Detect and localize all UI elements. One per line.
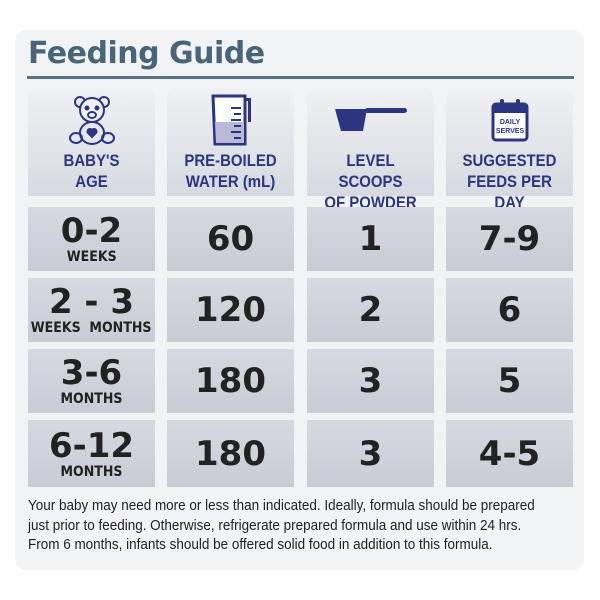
water-value: 180 bbox=[195, 361, 266, 401]
age-cell: 6-12 MONTHS bbox=[28, 420, 155, 487]
column-header: PRE-BOILED WATER (mL) bbox=[167, 88, 294, 196]
teddy-bear-icon bbox=[28, 94, 155, 146]
age-value: 2 - 3 bbox=[48, 282, 135, 322]
scoops-value: 3 bbox=[358, 361, 383, 401]
water-cell: 60 bbox=[167, 207, 294, 271]
water-value: 60 bbox=[206, 219, 255, 259]
column-label: LEVEL SCOOPS OF POWDER bbox=[315, 150, 427, 213]
age-unit: MONTHS bbox=[60, 391, 123, 407]
water-cell: 120 bbox=[167, 278, 294, 342]
label-line: BABY'S bbox=[63, 151, 120, 170]
feeds-value: 6 bbox=[497, 290, 522, 330]
footer-line: From 6 months, infants should be offered… bbox=[28, 537, 493, 553]
age-value: 0-2 bbox=[60, 211, 123, 251]
water-value: 120 bbox=[195, 290, 266, 330]
label-line: WATER (mL) bbox=[185, 172, 276, 191]
water-cell: 180 bbox=[167, 349, 294, 413]
calendar-icon: DAILY SERVES bbox=[446, 94, 573, 146]
feeds-value: 7-9 bbox=[478, 219, 541, 259]
page-title: Feeding Guide bbox=[28, 36, 265, 71]
scoop-icon bbox=[307, 94, 434, 146]
column-label: BABY'S AGE bbox=[36, 150, 148, 192]
divider bbox=[27, 76, 574, 79]
feeds-value: 4-5 bbox=[478, 433, 541, 474]
age-unit: WEEKS bbox=[66, 249, 117, 265]
water-cell: 180 bbox=[167, 420, 294, 487]
column-label: SUGGESTED FEEDS PER DAY bbox=[454, 150, 566, 213]
age-unit: MONTHS bbox=[60, 463, 123, 480]
column-header: BABY'S AGE bbox=[28, 88, 155, 196]
age-value: 6-12 bbox=[48, 425, 135, 466]
scoops-cell: 2 bbox=[307, 278, 434, 342]
label-line: SUGGESTED bbox=[462, 151, 557, 170]
feeds-cell: 5 bbox=[446, 349, 573, 413]
column-header: LEVEL SCOOPS OF POWDER bbox=[307, 88, 434, 212]
label-line: LEVEL SCOOPS bbox=[338, 151, 403, 191]
feeds-cell: 4-5 bbox=[446, 420, 573, 487]
footer-line: Your baby may need more or less than ind… bbox=[28, 498, 535, 514]
column-header: DAILY SERVES SUGGESTED FEEDS PER DAY bbox=[446, 88, 573, 212]
feeds-cell: 6 bbox=[446, 278, 573, 342]
water-value: 180 bbox=[195, 433, 266, 474]
svg-text:SERVES: SERVES bbox=[495, 128, 524, 135]
measuring-jug-icon bbox=[167, 94, 294, 146]
footer-note: Your baby may need more or less than ind… bbox=[28, 497, 549, 556]
age-cell: 3-6 MONTHS bbox=[28, 349, 155, 413]
scoops-value: 1 bbox=[358, 219, 383, 259]
scoops-value: 3 bbox=[358, 433, 383, 474]
scoops-cell: 1 bbox=[307, 207, 434, 271]
footer-line: just prior to feeding. Otherwise, refrig… bbox=[28, 517, 522, 534]
age-unit: WEEKS MONTHS bbox=[31, 320, 152, 336]
age-cell: 2 - 3 WEEKS MONTHS bbox=[28, 278, 155, 342]
svg-text:DAILY: DAILY bbox=[499, 119, 520, 126]
feeds-value: 5 bbox=[497, 361, 522, 401]
age-cell: 0-2 WEEKS bbox=[28, 207, 155, 271]
scoops-cell: 3 bbox=[307, 420, 434, 487]
feeds-cell: 7-9 bbox=[446, 207, 573, 271]
age-value: 3-6 bbox=[60, 353, 123, 393]
column-label: PRE-BOILED WATER (mL) bbox=[175, 150, 287, 192]
label-line: PRE-BOILED bbox=[184, 151, 277, 170]
scoops-value: 2 bbox=[358, 290, 383, 330]
scoops-cell: 3 bbox=[307, 349, 434, 413]
label-line: AGE bbox=[75, 172, 108, 191]
